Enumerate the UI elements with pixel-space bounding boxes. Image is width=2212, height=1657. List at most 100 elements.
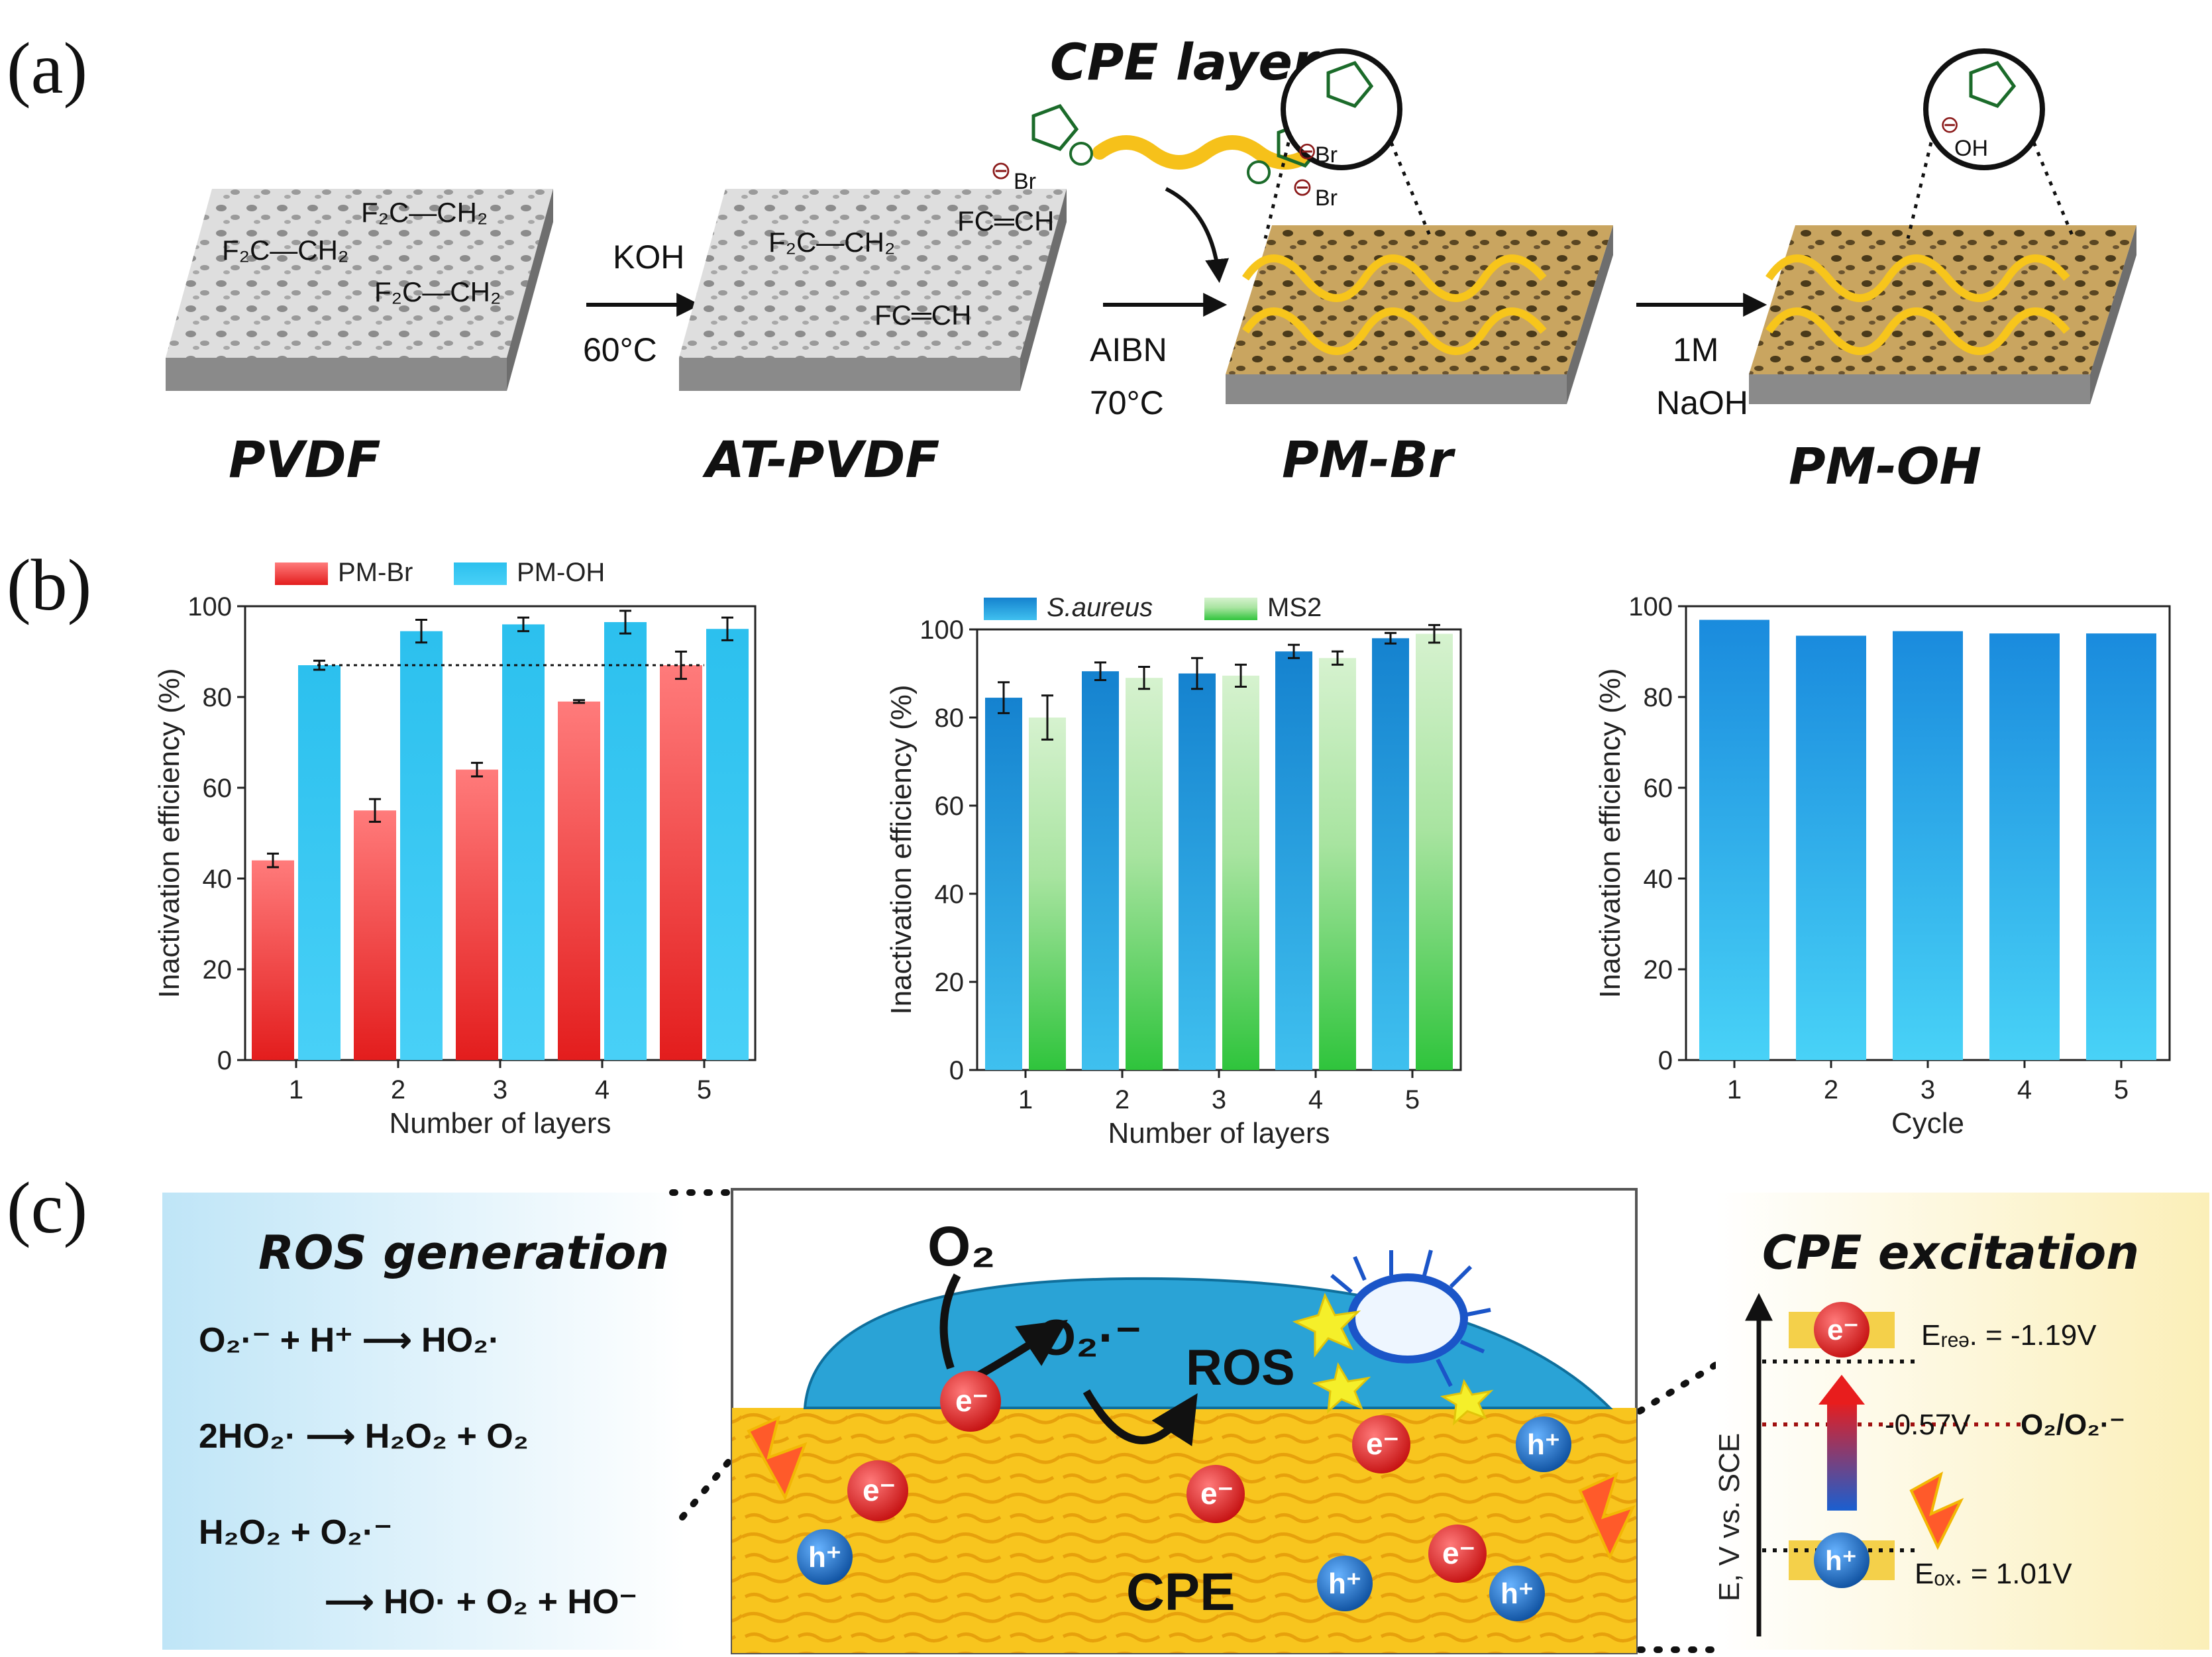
step1-reagent: KOH — [613, 239, 684, 276]
chart2-xtick-label: 5 — [2114, 1075, 2129, 1104]
cpe-counterion-1: Br — [1014, 169, 1036, 194]
e-red-label: Eᵣₑₔ. = -1.19V — [1921, 1319, 2097, 1352]
chart1-legend-swatch — [1204, 598, 1257, 620]
atpvdf-formula-3: FC═CH — [874, 299, 971, 331]
step2-reagent: AIBN — [1090, 331, 1167, 368]
chart0-legend-label: PM-OH — [517, 558, 605, 587]
chart2-bar-cycle — [1893, 631, 1963, 1060]
chart1-xtick-label: 4 — [1308, 1085, 1323, 1114]
e-ox-label: Eₒₓ. = 1.01V — [1915, 1558, 2072, 1590]
cpe-film — [732, 1408, 1636, 1653]
svg-text:⊖: ⊖ — [990, 157, 1012, 185]
chart2-bar-cycle — [2086, 633, 2156, 1060]
chart2-ylabel: Inactivation efficiency (%) — [1594, 668, 1626, 998]
chart0-bar-pmoh — [706, 629, 749, 1060]
chart0-bar-pmbr — [456, 769, 498, 1060]
dotted-connector-right — [1636, 1362, 1719, 1653]
chart0-bar-pmbr — [558, 701, 600, 1060]
chart1-ytick-label: 60 — [935, 792, 965, 821]
ros-box — [162, 1193, 686, 1650]
label-pm-br: PM-Br — [1282, 430, 1456, 489]
cpe-label: CPE — [1126, 1562, 1236, 1621]
arrow-cpe-graft — [1165, 187, 1230, 284]
chart1-bar-saureus — [1372, 638, 1409, 1070]
chart2-xtick-label: 4 — [2017, 1075, 2032, 1104]
chart1-legend-label: S.aureus — [1047, 593, 1153, 622]
chart2-bar-cycle — [1989, 633, 2060, 1060]
ground-hole — [1814, 1532, 1870, 1588]
chart2-ytick-label: 100 — [1628, 592, 1673, 621]
chart0-xtick-label: 4 — [595, 1075, 609, 1104]
chart1-ytick-label: 0 — [949, 1056, 964, 1085]
chart0-ytick-label: 100 — [187, 592, 232, 621]
chart1-ytick-label: 100 — [920, 615, 964, 645]
e-mid-label: -0.57V — [1885, 1409, 1971, 1441]
step3-condition: NaOH — [1656, 384, 1748, 421]
ros-label: ROS — [1186, 1340, 1295, 1396]
chart0-xlabel: Number of layers — [389, 1107, 611, 1140]
chart1-ytick-label: 40 — [935, 880, 965, 909]
carrier-electron-5: e⁻ — [1442, 1536, 1475, 1570]
chart-layers-pm: 0 20 40 60 80 100 1 2 3 4 5 Number of layers Inactiv… — [153, 558, 757, 1140]
excitation-arrow-head — [1818, 1375, 1865, 1405]
energy-axis-label: E, V vs. SCE — [1713, 1433, 1746, 1601]
cpe-monomer-chain: ⊖ ⊖ — [990, 103, 1324, 201]
chart1-legend-label: MS2 — [1267, 593, 1322, 622]
chart1-bar-ms2 — [1416, 633, 1453, 1070]
chart1-bar-saureus — [985, 698, 1022, 1070]
chart2-xtick-label: 2 — [1824, 1075, 1838, 1104]
chart2-bar-cycle — [1699, 619, 1769, 1060]
carrier-hole-1: h⁺ — [808, 1541, 841, 1574]
chart0-xtick-label: 3 — [493, 1075, 507, 1104]
chart2-bar-cycle — [1796, 635, 1866, 1060]
chart0-xtick-label: 5 — [697, 1075, 711, 1104]
chart0-ylabel: Inactivation efficiency (%) — [153, 668, 185, 998]
pm-br-counterion: Br — [1315, 142, 1338, 168]
pvdf-formula-3: F₂C—CH₂ — [374, 276, 501, 307]
chart0-ytick-label: 60 — [203, 774, 233, 803]
step1-condition: 60°C — [583, 331, 657, 368]
carrier-electron-2: e⁻ — [955, 1383, 988, 1418]
chart0-bar-pmoh — [502, 624, 545, 1060]
arrow-electron-transfer — [972, 1320, 1068, 1382]
carrier-hole-2: h⁺ — [1328, 1568, 1361, 1600]
chart1-bar-saureus — [1275, 651, 1312, 1070]
superoxide-label: O₂·⁻ — [1037, 1310, 1141, 1366]
chart2-xtick-label: 1 — [1727, 1075, 1742, 1104]
arrow-o2-reduce — [939, 1273, 961, 1369]
chart0-legend-label: PM-Br — [338, 558, 413, 587]
ros-eq-1: O₂·⁻ + H⁺ ⟶ HO₂· — [199, 1321, 500, 1360]
chart2-ytick-label: 20 — [1644, 955, 1673, 985]
chart2-xtick-label: 3 — [1921, 1075, 1935, 1104]
panel-label-a: (a) — [7, 28, 87, 109]
chart0-bar-pmbr — [354, 810, 396, 1060]
membrane-pm-br: ⊖ — [1226, 48, 1613, 404]
svg-text:⊖: ⊖ — [1292, 174, 1313, 201]
step2-condition: 70°C — [1090, 384, 1164, 421]
carrier-electron-1: e⁻ — [863, 1473, 896, 1507]
charge-carriers: h⁺ e⁻ e⁻ e⁻ h⁺ e⁻ e⁻ h⁺ h⁺ — [747, 1371, 1636, 1621]
chart0-bar-pmbr — [252, 860, 294, 1060]
ros-burst-icons — [1292, 1293, 1494, 1426]
ground-hole-label: h⁺ — [1825, 1545, 1857, 1576]
panel-label-b: (b) — [7, 545, 91, 625]
excited-electron-label: e⁻ — [1827, 1314, 1859, 1346]
carrier-hole-4: h⁺ — [1501, 1577, 1534, 1610]
chart0-bar-pmoh — [604, 621, 647, 1060]
arrow-superoxide-ros — [1082, 1389, 1198, 1446]
pm-oh-counterion: OH — [1954, 136, 1988, 161]
ros-eq-2: 2HO₂· ⟶ H₂O₂ + O₂ — [199, 1417, 529, 1456]
chart0-xtick-label: 1 — [289, 1075, 303, 1104]
svg-text:⊖: ⊖ — [1297, 137, 1317, 164]
chart1-xtick-label: 1 — [1018, 1085, 1033, 1114]
pvdf-formula-1: F₂C—CH₂ — [361, 197, 488, 228]
chart1-xtick-label: 3 — [1212, 1085, 1226, 1114]
chart1-bar-saureus — [1082, 671, 1119, 1070]
chart1-bar-ms2 — [1126, 678, 1163, 1070]
chart0-bar-pmoh — [400, 631, 443, 1060]
atpvdf-formula-2: FC═CH — [957, 205, 1054, 237]
chart0-legend-swatch — [454, 562, 507, 585]
ros-eq-4: ⟶ HO· + O₂ + HO⁻ — [325, 1583, 637, 1621]
ros-eq-3: H₂O₂ + O₂·⁻ — [199, 1513, 392, 1552]
cpe-counterion-2: Br — [1315, 186, 1338, 211]
